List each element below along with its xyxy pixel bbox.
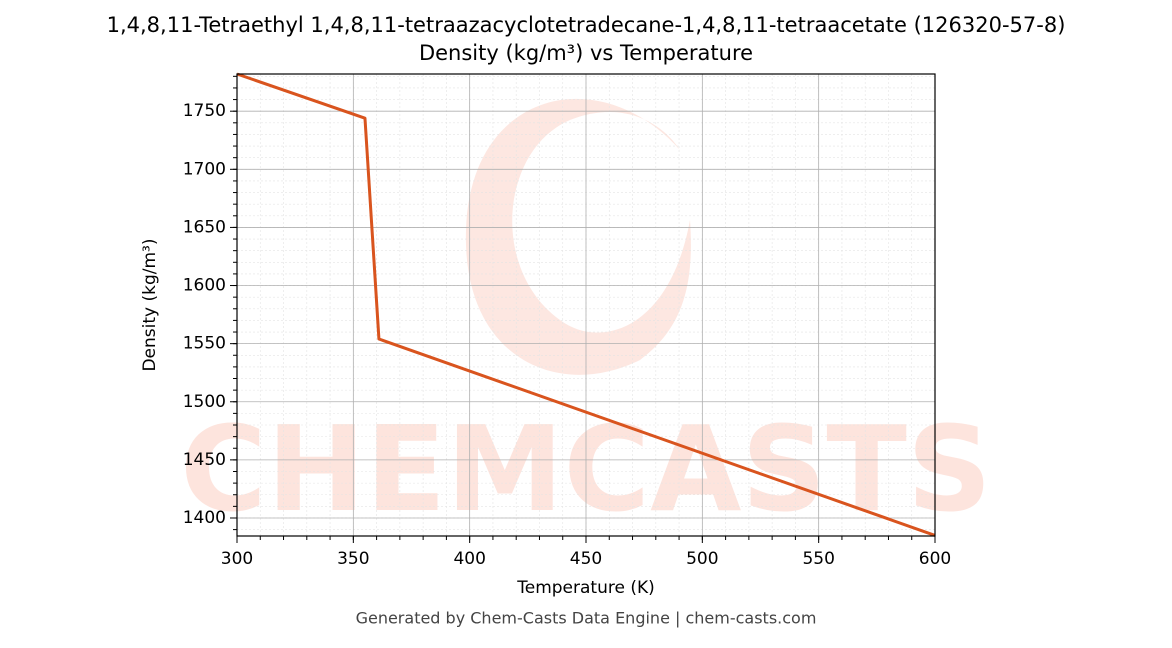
y-axis-label: Density (kg/m³) xyxy=(140,238,160,371)
x-tick-label: 500 xyxy=(686,549,718,569)
x-tick-label: 550 xyxy=(802,549,834,569)
x-tick-label: 450 xyxy=(570,549,602,569)
y-tick-label: 1400 xyxy=(183,508,226,528)
y-tick-label: 1450 xyxy=(183,450,226,470)
y-tick-label: 1500 xyxy=(183,392,226,412)
x-axis-label: Temperature (K) xyxy=(516,578,655,598)
y-tick-label: 1700 xyxy=(183,159,226,179)
chart-title: 1,4,8,11-Tetraethyl 1,4,8,11-tetraazacyc… xyxy=(107,13,1066,37)
chart-subtitle: Density (kg/m³) vs Temperature xyxy=(419,41,753,65)
x-tick-label: 400 xyxy=(453,549,485,569)
x-tick-label: 600 xyxy=(919,549,951,569)
watermark-logo xyxy=(465,98,691,375)
data-line xyxy=(236,72,936,537)
x-tick-label: 300 xyxy=(221,549,253,569)
y-tick-label: 1550 xyxy=(183,334,226,354)
y-tick-label: 1600 xyxy=(183,276,226,296)
footer: Generated by Chem-Casts Data Engine | ch… xyxy=(356,609,817,628)
y-tick-label: 1650 xyxy=(183,217,226,237)
plot-frame xyxy=(236,73,936,537)
x-tick-label: 350 xyxy=(337,549,369,569)
y-tick-label: 1750 xyxy=(183,101,226,121)
